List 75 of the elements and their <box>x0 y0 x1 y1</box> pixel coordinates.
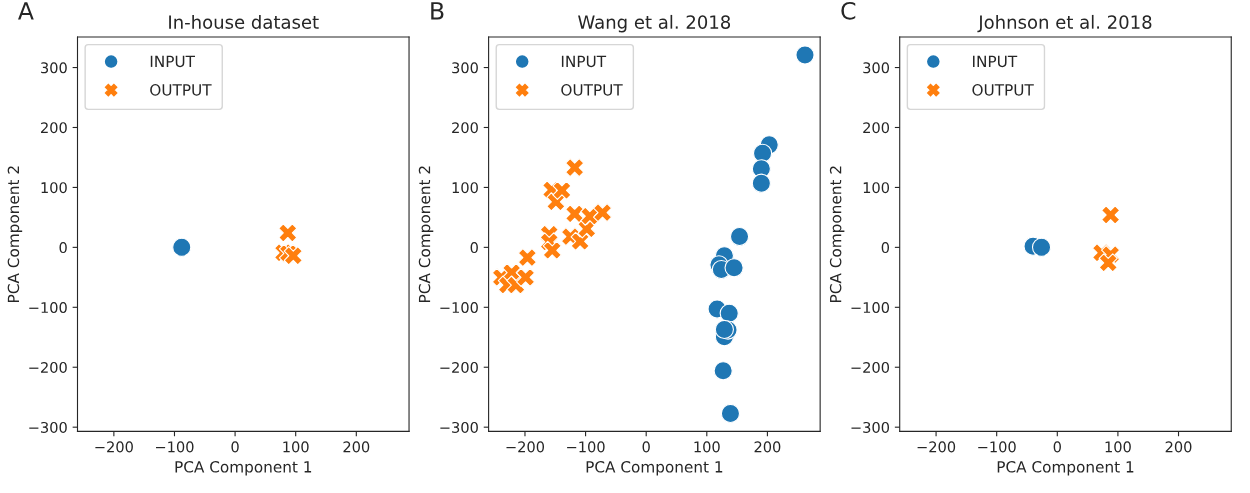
y-tick-label: −200 <box>29 361 67 373</box>
chart-title: In-house dataset <box>169 14 319 29</box>
x-axis-title: PCA Component 1 <box>997 461 1134 476</box>
y-tick-label: 200 <box>863 122 890 134</box>
y-tick-label: 0 <box>881 242 890 254</box>
x-axis-title: PCA Component 1 <box>175 461 312 476</box>
point <box>542 240 562 260</box>
chart-title: Wang et al. 2018 <box>578 14 731 33</box>
x-tick-label: 200 <box>1165 441 1192 453</box>
point <box>751 173 771 193</box>
y-tick-label: −200 <box>851 361 890 373</box>
point <box>719 303 739 323</box>
y-axis-title: PCA Component 2 <box>7 166 23 302</box>
y-tick-label: 300 <box>41 62 67 74</box>
x-tick-label: 0 <box>642 441 650 453</box>
point <box>1031 237 1052 257</box>
x-tick-label: 100 <box>694 441 720 453</box>
legend-label: OUTPUT <box>150 84 212 96</box>
x-axis-title: PCA Component 1 <box>586 461 723 476</box>
point <box>752 143 773 163</box>
x-tick-label: −100 <box>978 441 1016 453</box>
y-tick-label: −100 <box>851 302 890 314</box>
x-tick-label: −100 <box>155 441 194 453</box>
text: A <box>18 2 34 20</box>
point <box>729 226 750 247</box>
point <box>278 223 298 243</box>
point <box>565 204 585 224</box>
y-tick-label: 100 <box>41 182 67 194</box>
text: B <box>431 2 444 20</box>
x-tick-label: 200 <box>754 441 781 453</box>
point <box>517 247 538 268</box>
x-tick-label: −200 <box>917 441 956 453</box>
y-tick-label: 200 <box>41 122 67 134</box>
y-tick-label: 100 <box>863 182 890 194</box>
legend-label: OUTPUT <box>561 84 623 96</box>
x-tick-label: 100 <box>1105 441 1131 453</box>
y-tick-label: 0 <box>59 242 67 254</box>
x-tick-label: −200 <box>506 441 545 453</box>
point <box>283 246 303 266</box>
y-tick-label: 300 <box>863 62 890 74</box>
point <box>795 45 815 65</box>
legend-label: INPUT <box>561 55 607 68</box>
point <box>1098 253 1118 273</box>
point <box>1101 205 1121 225</box>
y-tick-label: −100 <box>440 302 478 314</box>
point <box>515 267 536 287</box>
x-tick-label: 100 <box>283 441 309 453</box>
point <box>565 158 585 178</box>
y-tick-label: −200 <box>440 361 478 373</box>
y-tick-label: 0 <box>470 242 478 254</box>
y-tick-label: −300 <box>851 421 890 433</box>
x-tick-label: 0 <box>1053 441 1061 453</box>
chart-title: Johnson et al. 2018 <box>977 14 1152 33</box>
y-tick-label: 300 <box>452 62 478 74</box>
point <box>552 180 572 201</box>
point <box>720 403 741 424</box>
y-tick-label: −300 <box>440 421 478 433</box>
y-tick-label: 100 <box>452 182 478 194</box>
y-tick-label: −100 <box>29 302 67 314</box>
y-tick-label: 200 <box>452 122 478 134</box>
point <box>724 258 744 278</box>
legend-label: OUTPUT <box>972 84 1034 96</box>
x-tick-label: −100 <box>567 441 605 453</box>
point <box>713 361 733 381</box>
text: C <box>841 1 856 20</box>
x-tick-label: −200 <box>95 441 133 453</box>
point <box>172 237 192 257</box>
y-tick-label: −300 <box>29 421 67 433</box>
point <box>592 202 613 223</box>
legend-label: INPUT <box>973 55 1018 68</box>
legend-label: INPUT <box>150 55 196 68</box>
y-axis-title: PCA Component 2 <box>418 166 434 302</box>
y-axis-title: PCA Component 2 <box>829 166 845 302</box>
x-tick-label: 200 <box>343 441 370 453</box>
x-tick-label: 0 <box>231 441 239 453</box>
